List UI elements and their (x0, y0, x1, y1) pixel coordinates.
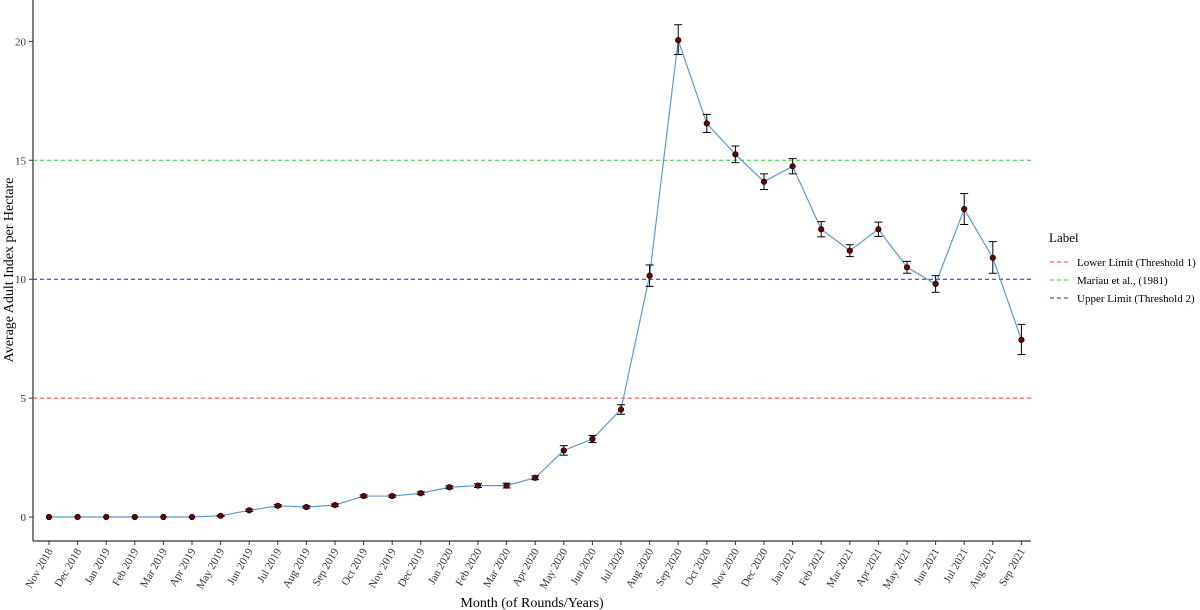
data-point (1018, 336, 1025, 343)
x-tick-label: Apr 2021 (854, 547, 885, 589)
data-point (131, 513, 138, 521)
x-tick-label: Apr 2020 (510, 546, 542, 589)
data-point (103, 513, 110, 521)
x-tick-label: Mar 2019 (138, 546, 170, 590)
data-point (760, 178, 768, 185)
x-tick-label: Jul 2021 (942, 547, 971, 586)
data-point (932, 280, 939, 288)
x-tick-label: Sep 2020 (654, 546, 685, 588)
x-tick-label: May 2021 (881, 547, 914, 592)
data-point (589, 435, 596, 443)
x-tick-label: Sep 2021 (997, 547, 1028, 589)
data-point (446, 484, 453, 491)
data-point (989, 254, 996, 261)
y-axis-title: Average Adult Index per Hectare (2, 178, 17, 363)
data-point (789, 163, 796, 170)
x-tick-label: Mar 2021 (824, 547, 856, 590)
x-tick-label: Oct 2020 (683, 546, 714, 588)
x-tick-label: Mar 2020 (481, 546, 513, 590)
legend-label: Mariau et al., (1981) (1077, 275, 1168, 287)
data-point (560, 447, 567, 454)
x-tick-label: Nov 2020 (710, 546, 742, 590)
data-point (389, 492, 396, 500)
data-point (732, 151, 739, 158)
data-point (246, 507, 253, 514)
data-point (818, 226, 825, 233)
x-tick-label: May 2020 (538, 546, 571, 591)
data-point (646, 272, 653, 279)
x-tick-label: Apr 2019 (167, 546, 199, 589)
legend-title: Label (1049, 230, 1079, 245)
data-point (703, 120, 710, 127)
x-tick-label: Nov 2019 (367, 546, 399, 590)
data-point (961, 205, 968, 213)
data-point (474, 482, 482, 489)
x-tick-label: Feb 2021 (797, 547, 828, 589)
data-point (45, 513, 53, 521)
data-point (532, 474, 539, 481)
data-point (846, 247, 853, 254)
x-tick-label: Jun 2019 (225, 546, 256, 587)
data-point (617, 406, 625, 413)
y-tick-label: 0 (21, 512, 27, 524)
x-tick-label: Sep 2019 (311, 546, 342, 588)
data-point (675, 37, 682, 44)
x-tick-label: Jun 2020 (569, 546, 600, 587)
x-tick-label: Feb 2020 (454, 546, 485, 588)
data-point (160, 513, 167, 521)
y-tick-label: 10 (15, 274, 27, 286)
x-tick-label: Nov 2018 (23, 546, 55, 590)
x-tick-label: Jan 2020 (426, 546, 456, 587)
data-point (303, 503, 310, 511)
x-tick-label: Dec 2018 (53, 546, 85, 589)
data-point (331, 502, 339, 509)
data-point (503, 482, 510, 489)
x-axis-title: Month (of Rounds/Years) (460, 596, 604, 610)
x-tick-label: Jan 2021 (769, 547, 799, 587)
data-point (903, 264, 911, 271)
x-tick-label: Aug 2019 (281, 546, 313, 590)
x-tick-label: Jul 2020 (598, 546, 627, 585)
x-tick-label: Dec 2020 (739, 546, 771, 589)
legend-label: Lower Limit (Threshold 1) (1077, 257, 1196, 269)
y-tick-label: 5 (21, 393, 27, 405)
x-tick-label: Aug 2021 (967, 547, 999, 591)
y-tick-label: 15 (15, 155, 27, 167)
data-point (217, 512, 224, 519)
data-point (74, 513, 81, 521)
x-tick-label: Jul 2019 (255, 546, 284, 585)
data-point (875, 226, 882, 233)
x-tick-label: May 2019 (194, 546, 227, 591)
data-point (274, 502, 281, 509)
data-point (360, 492, 367, 500)
x-tick-label: Jan 2019 (83, 546, 113, 587)
legend-label: Upper Limit (Threshold 2) (1077, 293, 1195, 305)
x-tick-label: Dec 2019 (396, 546, 428, 589)
y-tick-label: 20 (15, 36, 27, 48)
legend: Label Lower Limit (Threshold 1) Mariau et… (1049, 230, 1196, 305)
data-point (417, 490, 424, 497)
x-tick-label: Oct 2019 (339, 546, 370, 588)
x-tick-label: Aug 2020 (624, 546, 656, 590)
x-tick-label: Feb 2019 (110, 546, 141, 588)
data-point (188, 513, 196, 521)
series-line (49, 40, 1022, 518)
x-tick-label: Jun 2021 (912, 547, 942, 588)
